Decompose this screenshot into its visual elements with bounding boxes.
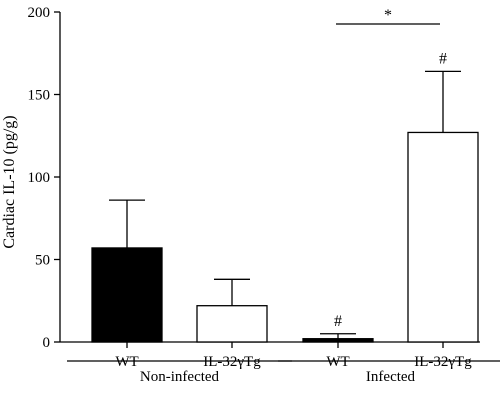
bars xyxy=(91,70,479,343)
significance-mark: # xyxy=(334,313,342,330)
x-tick-label: IL-32γTg xyxy=(414,354,472,370)
labels: WT IL-32γTg WT # IL-32γTg # Non-infected Infect… xyxy=(67,7,500,385)
significance-mark: # xyxy=(439,50,447,67)
y-tick-label: 50 xyxy=(35,253,50,269)
y-tick-label: 0 xyxy=(43,335,51,351)
x-tick-label: IL-32γTg xyxy=(203,354,261,370)
bar xyxy=(407,131,479,343)
bar xyxy=(91,247,163,343)
y-tick-label: 100 xyxy=(28,170,51,186)
bar xyxy=(302,338,374,343)
bar xyxy=(196,305,268,343)
x-tick-label: WT xyxy=(115,354,138,370)
x-tick-label: WT xyxy=(326,354,349,370)
significance-star: * xyxy=(384,7,392,24)
y-axis-title: Cardiac IL-10 (pg/g) xyxy=(1,115,18,248)
y-tick-label: 150 xyxy=(28,88,51,104)
group-label: Infected xyxy=(366,369,416,385)
y-tick-label: 200 xyxy=(28,5,51,21)
group-label: Non-infected xyxy=(140,369,220,385)
